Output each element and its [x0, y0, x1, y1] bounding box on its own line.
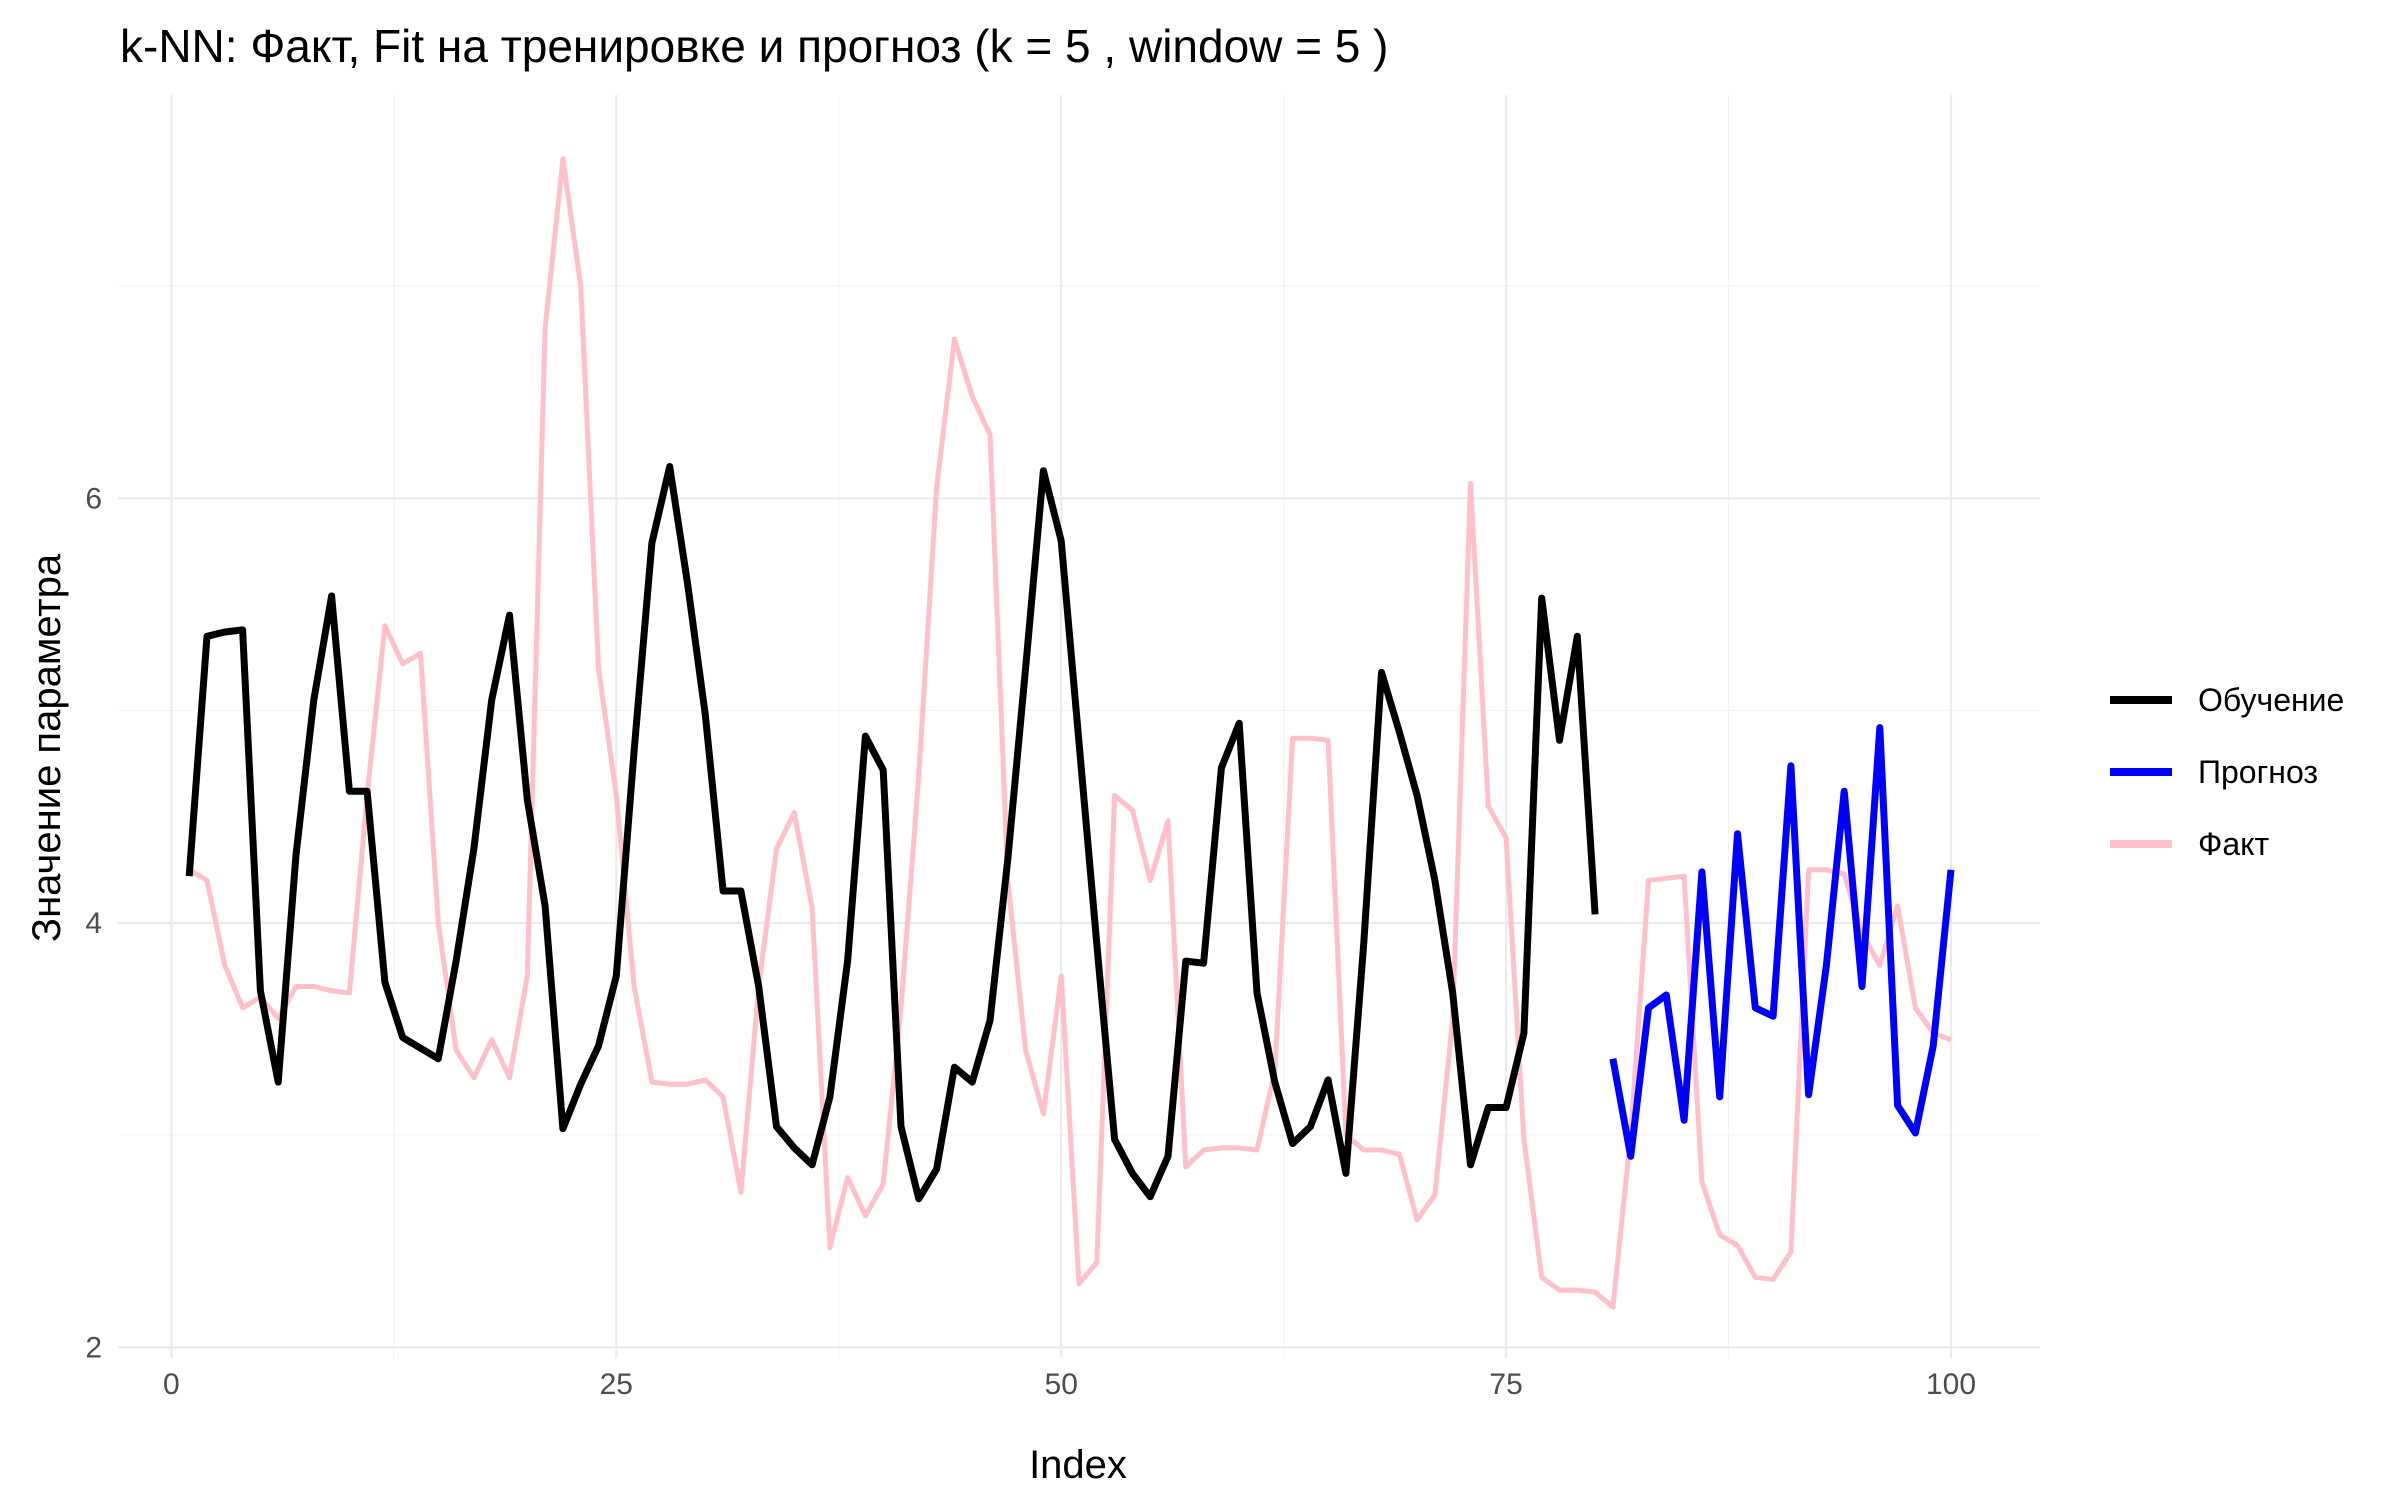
x-tick-label: 0 — [163, 1368, 180, 1401]
y-axis-ticks: 2 4 6 — [85, 482, 102, 1364]
chart-title: k-NN: Факт, Fit на тренировке и прогноз … — [120, 20, 1388, 72]
x-tick-label: 100 — [1926, 1368, 1976, 1401]
legend-label: Факт — [2198, 826, 2269, 862]
y-tick-label: 4 — [85, 907, 102, 940]
series-line-1 — [185, 463, 1599, 1203]
legend-label: Прогноз — [2198, 754, 2318, 790]
x-tick-label: 50 — [1045, 1368, 1078, 1401]
legend-label: Обучение — [2198, 682, 2344, 718]
legend: Обучение Прогноз Факт — [2110, 682, 2344, 862]
x-tick-label: 75 — [1489, 1368, 1522, 1401]
y-axis-title: Значение параметра — [25, 553, 69, 942]
x-tick-label: 25 — [600, 1368, 633, 1401]
series-line-2 — [1609, 724, 1955, 1160]
x-axis-title: Index — [1029, 1443, 1127, 1487]
series-lines — [185, 156, 1955, 1310]
x-axis-ticks: 0 25 50 75 100 — [163, 1368, 1976, 1401]
y-tick-label: 6 — [85, 482, 102, 515]
series-line-0 — [187, 156, 1952, 1310]
y-tick-label: 2 — [85, 1331, 102, 1364]
